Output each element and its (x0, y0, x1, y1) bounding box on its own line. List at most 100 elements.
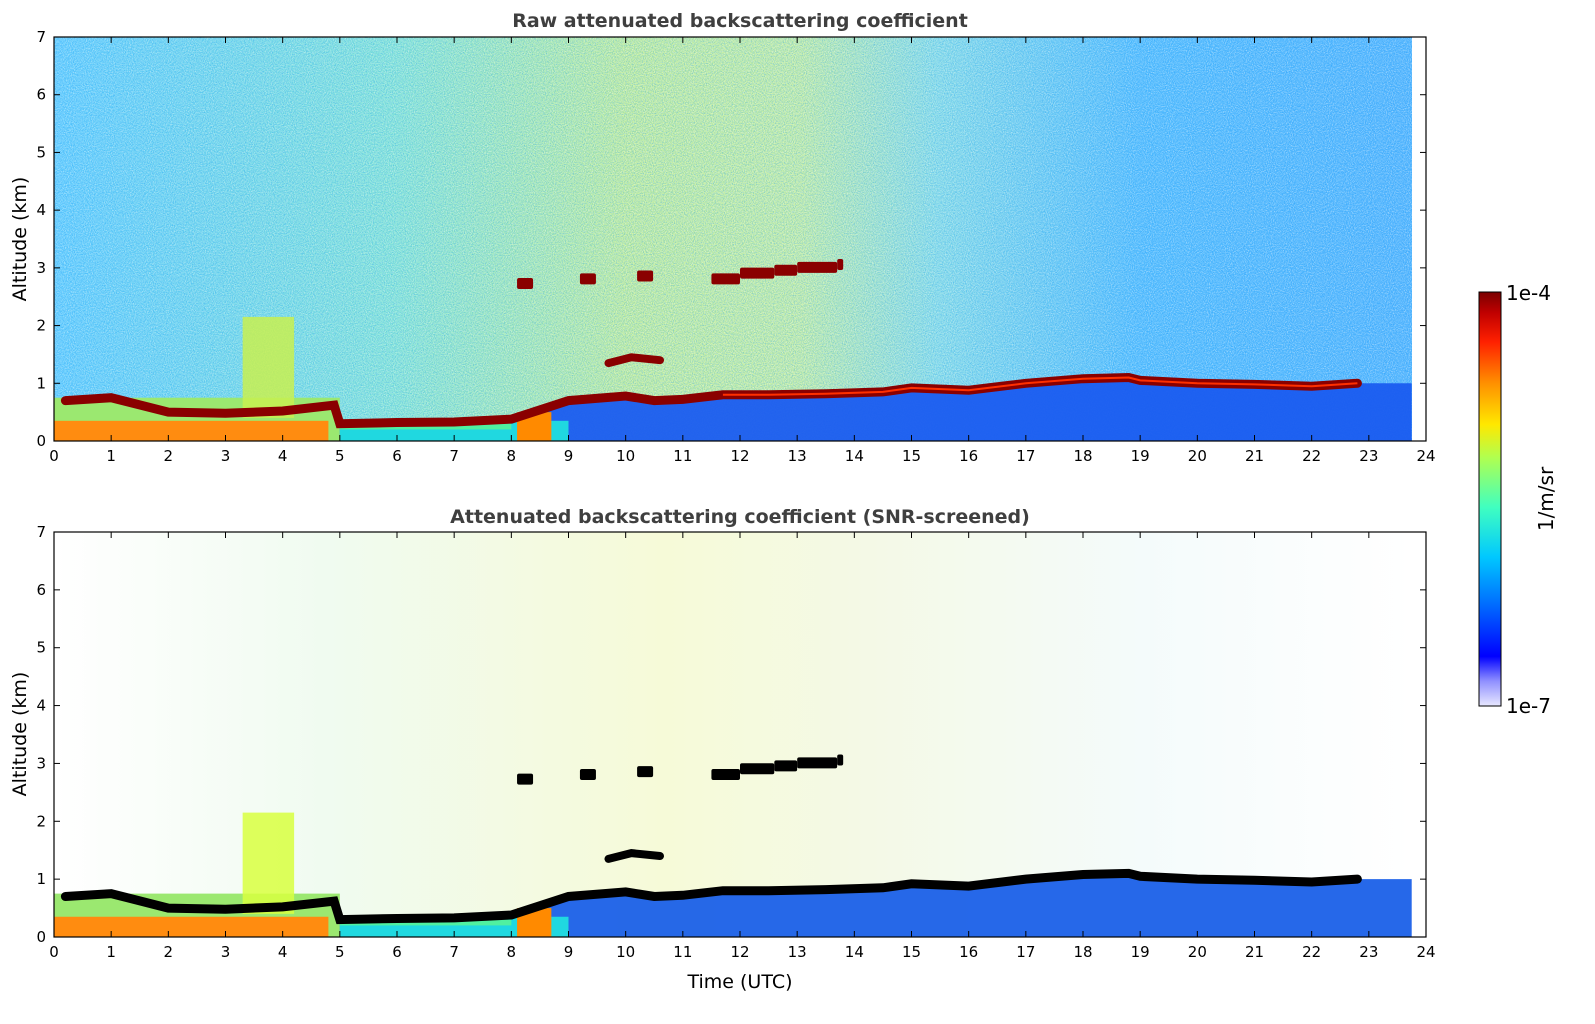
x-tick-label: 14 (845, 447, 864, 465)
raw-backscatter-panel: 0 1 2 3 4 5 6 7 8 9 10 11 12 13 14 15 16 17 18 19 20 21 22 23 24… (9, 10, 1436, 465)
y-tick-label: 7 (36, 28, 46, 46)
x-tick-label: 17 (1016, 447, 1035, 465)
y-tick-label: 0 (36, 432, 46, 450)
x-tick-label: 16 (959, 943, 978, 961)
mid-cloud-segment (637, 270, 654, 282)
x-tick-label: 5 (335, 943, 345, 961)
x-tick-label: 17 (1016, 943, 1035, 961)
x-tick-label: 4 (278, 943, 288, 961)
y-tick-label: 5 (36, 143, 46, 161)
mid-cloud-segment (774, 760, 798, 772)
x-tick-label: 3 (221, 447, 231, 465)
colorbar: 1e-4 1e-7 1/m/sr (1478, 281, 1558, 718)
mid-cloud-segment (711, 273, 740, 285)
raw-panel-title: Raw attenuated backscattering coefficien… (512, 10, 968, 32)
aerosol-plume (242, 812, 295, 914)
colorbar-max-label: 1e-4 (1506, 281, 1551, 305)
x-tick-label: 9 (564, 447, 574, 465)
mid-cloud-segment (579, 273, 596, 285)
mid-cloud-segment (837, 754, 844, 766)
small-cloud-layer (604, 353, 664, 368)
y-tick-label: 4 (36, 697, 46, 715)
x-tick-label: 19 (1131, 943, 1150, 961)
boundary-layer-morning (54, 916, 329, 937)
y-tick-label: 6 (36, 581, 46, 599)
aerosol-plume (242, 316, 295, 418)
low-cloud-layer (60, 868, 1362, 925)
x-tick-label: 15 (902, 447, 921, 465)
y-tick-label: 0 (36, 928, 46, 946)
colorbar-min-label: 1e-7 (1506, 694, 1551, 718)
x-tick-label: 16 (959, 447, 978, 465)
x-tick-label: 1 (106, 447, 116, 465)
screened-panel-title: Attenuated backscattering coefficient (S… (450, 506, 1030, 528)
y-tick-label: 4 (36, 201, 46, 219)
x-tick-label: 7 (449, 943, 459, 961)
mid-cloud-segment (517, 773, 534, 785)
colorbar-unit-label: 1/m/sr (1534, 466, 1558, 531)
mid-cloud-segment (637, 766, 654, 778)
x-tick-label: 22 (1302, 943, 1321, 961)
y-tick-label: 1 (36, 870, 46, 888)
x-tick-label: 19 (1131, 447, 1150, 465)
y-tick-label: 5 (36, 639, 46, 657)
x-tick-label: 24 (1416, 447, 1435, 465)
mid-cloud-segment (837, 258, 844, 270)
y-tick-label: 3 (36, 754, 46, 772)
x-tick-label: 24 (1416, 943, 1435, 961)
x-tick-label: 5 (335, 447, 345, 465)
x-tick-label: 0 (49, 447, 59, 465)
y-tick-label: 2 (36, 812, 46, 830)
x-tick-label: 14 (845, 943, 864, 961)
colorbar-gradient (1478, 291, 1502, 707)
x-tick-label: 0 (49, 943, 59, 961)
x-tick-label: 18 (1073, 447, 1092, 465)
x-tick-label: 11 (673, 447, 692, 465)
x-tick-label: 7 (449, 447, 459, 465)
x-tick-label: 20 (1188, 447, 1207, 465)
mid-cloud-segment (711, 769, 740, 780)
mid-cloud-segment (740, 763, 775, 775)
x-tick-label: 15 (902, 943, 921, 961)
mid-cloud-segment (797, 261, 838, 273)
x-tick-label: 2 (164, 447, 174, 465)
x-tick-label: 22 (1302, 447, 1321, 465)
x-tick-label: 6 (392, 447, 402, 465)
mid-cloud-segment (774, 264, 798, 276)
x-tick-label: 13 (788, 943, 807, 961)
mid-cloud-segment (517, 278, 534, 290)
y-tick-label: 7 (36, 523, 46, 541)
snr-screened-panel: 0 1 2 3 4 5 6 7 8 9 10 11 12 13 14 15 16 17 18 19 20 21 22 23 24… (9, 506, 1436, 993)
x-tick-label: 21 (1245, 447, 1264, 465)
x-tick-label: 12 (730, 943, 749, 961)
x-tick-label: 11 (673, 943, 692, 961)
x-tick-label: 8 (507, 943, 517, 961)
x-tick-label: 8 (507, 447, 517, 465)
x-tick-label: 20 (1188, 943, 1207, 961)
boundary-layer-morning (54, 420, 329, 441)
x-tick-label: 10 (616, 943, 635, 961)
x-tick-label: 23 (1359, 447, 1378, 465)
mid-cloud-segment (740, 267, 775, 279)
y-tick-label: 3 (36, 259, 46, 277)
small-cloud-layer (604, 849, 664, 863)
y-tick-label: 6 (36, 86, 46, 104)
raw-y-axis-label: Altitude (km) (9, 177, 31, 302)
y-tick-label: 2 (36, 317, 46, 335)
x-tick-label: 9 (564, 943, 574, 961)
x-tick-label: 3 (221, 943, 231, 961)
x-tick-label: 18 (1073, 943, 1092, 961)
x-axis-label: Time (UTC) (686, 971, 792, 993)
x-tick-label: 13 (788, 447, 807, 465)
y-tick-label: 1 (36, 374, 46, 392)
mid-cloud-segment (579, 769, 596, 780)
x-tick-label: 4 (278, 447, 288, 465)
x-tick-label: 23 (1359, 943, 1378, 961)
x-tick-label: 6 (392, 943, 402, 961)
screened-y-axis-label: Altitude (km) (9, 672, 31, 797)
low-cloud-edge (722, 376, 1358, 396)
x-tick-label: 2 (164, 943, 174, 961)
x-tick-label: 10 (616, 447, 635, 465)
